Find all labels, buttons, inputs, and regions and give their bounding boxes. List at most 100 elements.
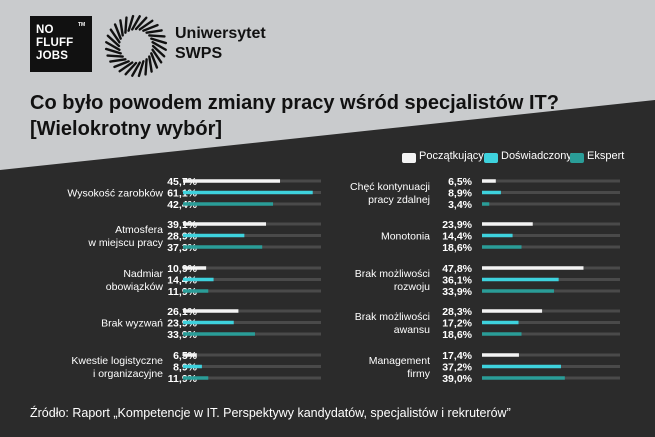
bar-beginner [183, 353, 197, 357]
category-label: Brak możliwości [355, 311, 430, 323]
swps-logo-ray [109, 28, 121, 44]
swps-logo-ray [137, 60, 145, 78]
bar-track [183, 278, 321, 281]
bar-track [183, 376, 321, 380]
legend-swatch-expert [570, 153, 584, 163]
category-group: Brak wyzwań 26,1%23,9%33,9% [101, 306, 321, 341]
logo-text-line-1: NO [36, 24, 54, 36]
swps-logo-ray [148, 34, 166, 38]
bar-track [482, 222, 620, 226]
swps-logo-ray [150, 37, 168, 45]
value-label: 28,9% [167, 231, 197, 243]
value-label: 3,4% [448, 199, 473, 211]
value-label: 42,4% [167, 199, 197, 211]
bar-track [482, 179, 620, 183]
bar-track [482, 191, 620, 194]
bar-beginner [183, 309, 239, 313]
category-label: Kwestie logistyczne [71, 355, 163, 367]
bar-experienced [482, 364, 561, 369]
value-label: 37,3% [167, 242, 197, 254]
bar-track [482, 309, 620, 313]
value-label: 47,8% [442, 263, 472, 275]
legend-label-beginner: Początkujący [419, 150, 484, 162]
value-label: 45,7% [167, 176, 197, 188]
category-label: Atmosfera [115, 224, 163, 236]
university-name-line-2: SWPS [175, 45, 223, 62]
swps-logo-ray [142, 23, 159, 32]
swps-logo-ray [150, 52, 159, 69]
category-label: w miejscu pracy [87, 237, 163, 249]
category-label: Nadmiar [123, 268, 163, 280]
bar-track [183, 234, 321, 237]
value-label: 61,1% [167, 188, 197, 200]
bar-experienced [482, 233, 513, 238]
swps-logo-ray [119, 19, 124, 37]
bar-expert [482, 376, 565, 380]
bar-beginner [183, 222, 267, 226]
swps-logo-ray [127, 14, 135, 32]
value-label: 26,1% [167, 306, 197, 318]
bar-track [482, 202, 620, 206]
logo-trademark: TM [78, 22, 86, 28]
bar-beginner [482, 179, 496, 183]
bar-beginner [482, 222, 533, 226]
bar-track [482, 332, 620, 336]
bar-expert [482, 245, 522, 249]
bar-track [183, 289, 321, 293]
category-label: i organizacyjne [93, 368, 163, 380]
category-label: Wysokość zarobków [67, 188, 163, 200]
bar-experienced [482, 320, 519, 325]
swps-logo-ray [124, 61, 138, 76]
swps-logo-ray [131, 61, 141, 77]
swps-logo-ray [106, 54, 124, 58]
swps-logo-ray [104, 47, 122, 55]
swps-logo-ray [151, 44, 166, 58]
swps-logo-ray [124, 16, 128, 34]
bar-experienced [482, 190, 501, 195]
page-title: Co było powodem zmiany pracy wśród specj… [30, 92, 559, 114]
bar-track [183, 266, 321, 270]
page-subtitle: [Wielokrotny wybór] [30, 118, 223, 140]
swps-logo-ray [113, 23, 122, 40]
value-label: 17,2% [442, 318, 472, 330]
value-label: 23,9% [167, 318, 197, 330]
value-label: 18,6% [442, 329, 472, 341]
swps-logo-icon [104, 14, 168, 78]
value-label: 14,4% [442, 231, 472, 243]
legend-swatch-experienced [484, 153, 498, 163]
category-label: Chęć kontynuacji [350, 181, 430, 193]
bar-experienced [183, 364, 202, 369]
bar-track [482, 234, 620, 237]
nofluffjobs-logo: NO TM FLUFF JOBS [30, 16, 92, 72]
bar-beginner [482, 266, 584, 270]
bar-beginner [183, 179, 281, 183]
value-label: 6,5% [448, 176, 473, 188]
swps-logo-ray [131, 15, 141, 31]
swps-logo-ray [148, 55, 153, 73]
value-label: 8,9% [448, 188, 473, 200]
value-label: 11,9% [168, 286, 198, 298]
legend-label-expert: Ekspert [587, 150, 625, 162]
value-label: 18,6% [442, 242, 472, 254]
category-label: obowiązków [106, 281, 164, 293]
value-label: 36,1% [442, 275, 472, 287]
bar-track [183, 353, 321, 357]
category-group: Wysokość zarobków 45,7%61,1%42,4% [67, 176, 321, 211]
bar-experienced [482, 277, 559, 282]
bar-expert [482, 332, 522, 336]
bar-expert [183, 202, 274, 206]
logo-text-line-3: JOBS [36, 50, 69, 62]
bar-expert [183, 332, 255, 336]
category-label: firmy [407, 368, 430, 380]
bar-experienced [183, 190, 313, 195]
swps-logo-ray [109, 58, 127, 63]
category-group: Monotonia 23,9%14,4%18,6% [381, 219, 620, 254]
value-label: 17,4% [442, 350, 472, 362]
bar-track [482, 245, 620, 249]
category-label: Brak możliwości [355, 268, 430, 280]
